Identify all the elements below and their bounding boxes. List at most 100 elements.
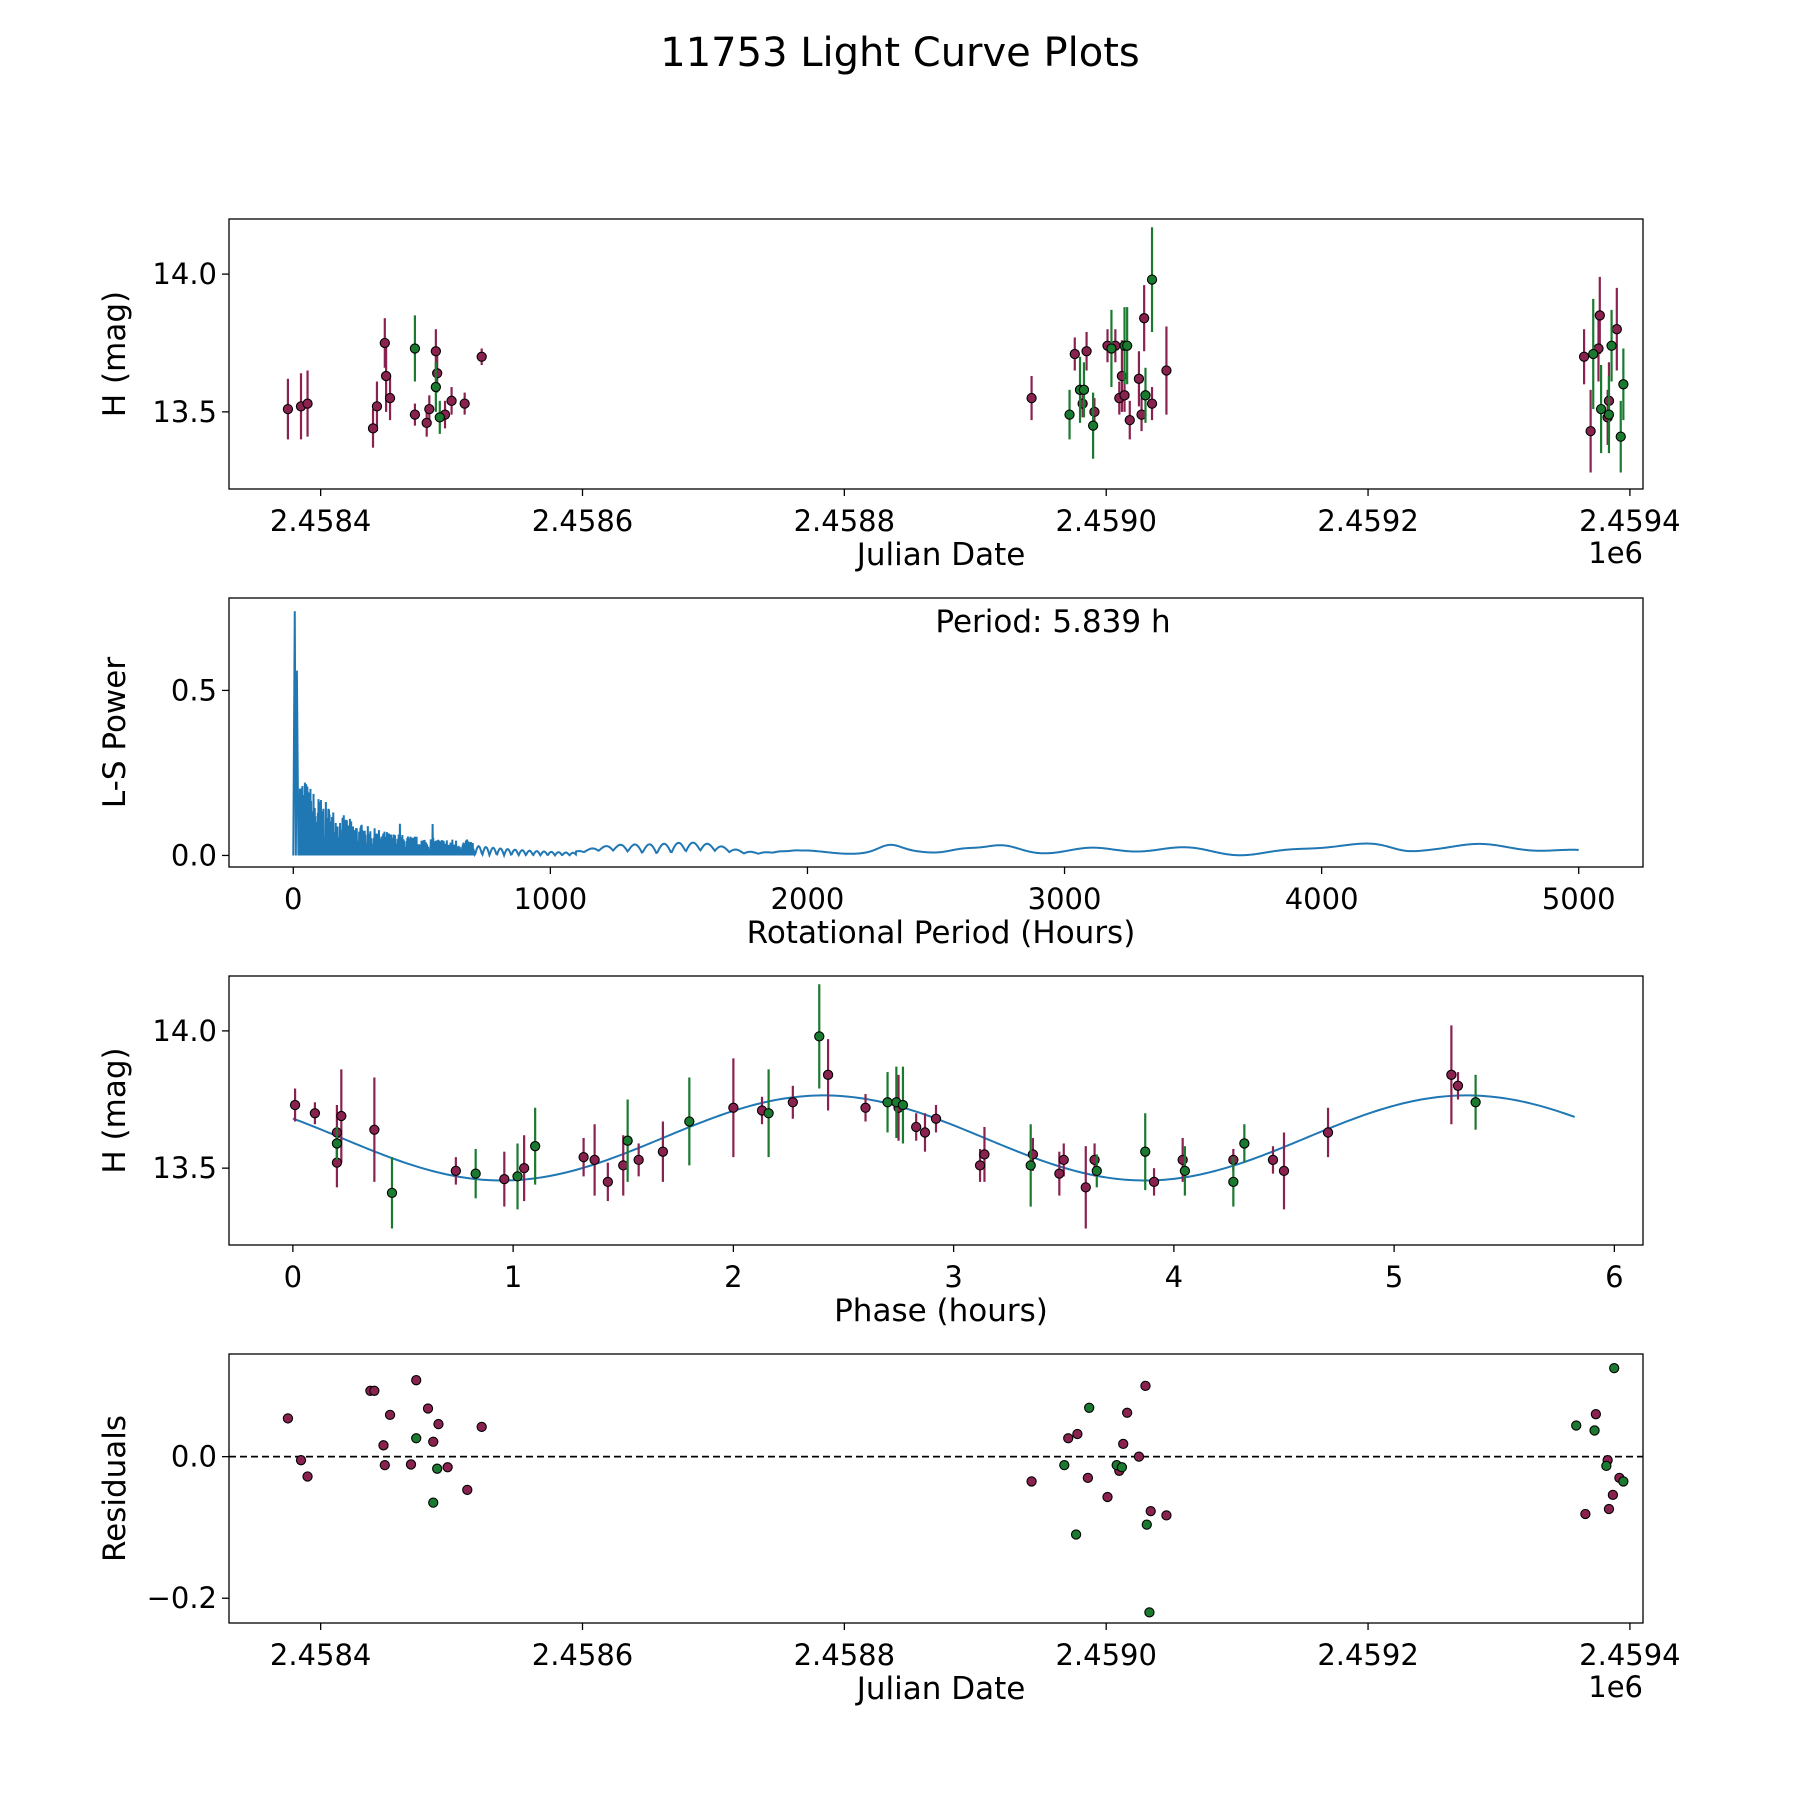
data-point xyxy=(405,1459,417,1470)
x-tick-label: 1 xyxy=(504,1260,522,1294)
panel-jd-magnitude: 2.4584 2.4586 2.4588 2.4590 2.4592 2.4594 13.5… xyxy=(97,218,1681,573)
data-point xyxy=(1594,310,1605,321)
data-point xyxy=(882,1097,893,1108)
x-axis-label: Julian Date xyxy=(855,537,1026,573)
data-point xyxy=(459,398,470,409)
data-point xyxy=(860,1102,871,1113)
data-point xyxy=(1102,1491,1113,1503)
y-tick-label: 0.0 xyxy=(171,1440,217,1474)
data-point xyxy=(1146,274,1158,285)
x-tick-label: 0 xyxy=(284,882,302,916)
data-point xyxy=(1607,1489,1619,1501)
y-tick-label: 13.5 xyxy=(152,1151,217,1185)
axes-frame xyxy=(228,1353,1644,1624)
data-point xyxy=(430,346,442,357)
y-tick-label: 14.0 xyxy=(152,257,217,291)
data-point xyxy=(336,1110,347,1122)
x-tick-label: 2.4594 xyxy=(1579,504,1680,538)
data-point xyxy=(302,1471,313,1482)
data-point xyxy=(1106,343,1117,354)
data-point xyxy=(1139,313,1150,324)
data-point xyxy=(1054,1168,1065,1179)
data-point xyxy=(1122,340,1133,351)
data-point xyxy=(433,1418,444,1430)
data-point xyxy=(633,1154,644,1166)
x-tick-label: 2 xyxy=(724,1260,742,1294)
data-point xyxy=(1080,1182,1091,1193)
data-point xyxy=(1606,340,1617,351)
data-point xyxy=(1081,346,1092,357)
data-point xyxy=(1140,390,1151,401)
data-point xyxy=(442,1462,453,1473)
x-axis-label: Phase (hours) xyxy=(834,1293,1048,1329)
data-point xyxy=(1446,1069,1457,1080)
data-point xyxy=(728,1102,739,1113)
axes-frame xyxy=(228,975,1644,1246)
plot-area: 2.4584 2.4586 2.4588 2.4590 2.4592 2.4594 13.5… xyxy=(97,218,1681,1707)
data-point xyxy=(1580,1508,1591,1520)
data-point xyxy=(919,1127,931,1138)
y-axis-label: L-S Power xyxy=(97,657,133,808)
data-point xyxy=(470,1168,481,1179)
data-point xyxy=(684,1116,695,1127)
data-point xyxy=(371,401,383,412)
data-point xyxy=(432,1463,443,1474)
data-point xyxy=(1609,1363,1620,1374)
data-point xyxy=(1589,1425,1600,1436)
data-point xyxy=(411,1433,422,1444)
data-point xyxy=(430,381,442,393)
x-tick-label: 2.4590 xyxy=(1055,1638,1156,1672)
y-axis-label: H (mag) xyxy=(97,1047,133,1173)
data-point xyxy=(378,1440,389,1451)
data-point xyxy=(422,1403,434,1414)
data-point xyxy=(787,1097,798,1108)
data-point xyxy=(1082,1472,1094,1484)
x-tick-label: 4 xyxy=(1165,1260,1183,1294)
data-point xyxy=(1239,1138,1250,1149)
data-point xyxy=(1179,1165,1191,1177)
data-point xyxy=(289,1099,301,1111)
x-tick-label: 5 xyxy=(1385,1260,1403,1294)
data-point xyxy=(1026,1476,1037,1487)
data-point xyxy=(979,1149,990,1160)
x-tick-label: 2.4592 xyxy=(1317,504,1418,538)
x-tick-label: 2.4590 xyxy=(1055,504,1156,538)
y-axis-label: Residuals xyxy=(97,1415,133,1562)
data-point xyxy=(1144,1607,1155,1618)
data-point xyxy=(1064,409,1075,420)
data-point xyxy=(432,368,443,379)
data-point xyxy=(1603,409,1615,420)
y-tick-label: −0.2 xyxy=(147,1581,217,1615)
data-point xyxy=(1084,1402,1095,1413)
data-point xyxy=(428,1497,439,1508)
data-point xyxy=(380,370,392,382)
data-point xyxy=(369,1385,380,1396)
data-point xyxy=(1278,1165,1290,1177)
data-point xyxy=(1124,414,1135,426)
data-point xyxy=(1141,1519,1152,1530)
fit-curve xyxy=(292,1094,1576,1182)
data-point xyxy=(1267,1154,1279,1166)
x-tick-label: 2.4586 xyxy=(532,1638,633,1672)
x-tick-label: 0 xyxy=(284,1260,302,1294)
x-axis-label: Julian Date xyxy=(855,1671,1026,1707)
y-tick-label: 0.0 xyxy=(171,838,217,872)
data-point xyxy=(1322,1127,1334,1138)
data-point xyxy=(930,1113,942,1124)
data-point xyxy=(1133,373,1145,384)
data-point xyxy=(578,1152,589,1163)
data-point xyxy=(1571,1420,1582,1431)
data-point xyxy=(1470,1097,1481,1108)
data-point xyxy=(1595,403,1607,415)
data-point xyxy=(462,1484,473,1496)
x-offset-label: 1e6 xyxy=(1588,536,1643,570)
data-point xyxy=(424,403,435,415)
x-axis-label: Rotational Period (Hours) xyxy=(747,915,1136,951)
data-point xyxy=(295,1455,307,1466)
data-point xyxy=(1145,1506,1156,1517)
data-point xyxy=(331,1138,343,1149)
panel-residuals: 2.4584 2.4586 2.4588 2.4590 2.4592 2.4594 −0.2… xyxy=(97,1353,1681,1707)
data-point xyxy=(411,1375,422,1386)
data-point xyxy=(450,1165,462,1177)
data-point xyxy=(974,1160,986,1171)
